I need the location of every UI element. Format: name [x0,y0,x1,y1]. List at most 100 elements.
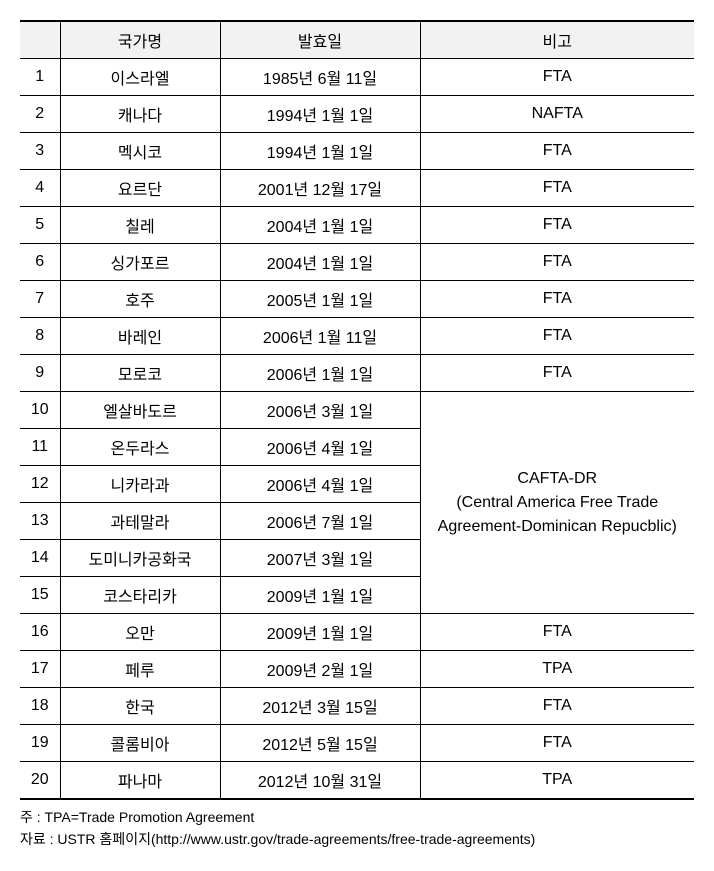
cell-date: 1985년 6월 11일 [220,59,420,96]
cell-idx: 6 [20,244,60,281]
cell-date: 2009년 1월 1일 [220,577,420,614]
cell-note: FTA [420,207,694,244]
cell-country: 온두라스 [60,429,220,466]
cell-idx: 1 [20,59,60,96]
table-row: 5칠레2004년 1월 1일FTA [20,207,694,244]
cell-date: 2012년 5월 15일 [220,725,420,762]
table-row: 20파나마2012년 10월 31일TPA [20,762,694,800]
merged-note-line: (Central America Free Trade [425,491,691,515]
cell-note: FTA [420,688,694,725]
cell-idx: 20 [20,762,60,800]
cell-note: TPA [420,651,694,688]
cell-date: 2006년 7월 1일 [220,503,420,540]
cell-country: 오만 [60,614,220,651]
cell-date: 2006년 3월 1일 [220,392,420,429]
footnotes: 주 : TPA=Trade Promotion Agreement 자료 : U… [20,806,694,851]
cell-idx: 2 [20,96,60,133]
cell-country: 한국 [60,688,220,725]
table-row: 3멕시코1994년 1월 1일FTA [20,133,694,170]
cell-idx: 3 [20,133,60,170]
footnote-tpa: 주 : TPA=Trade Promotion Agreement [20,806,694,828]
cell-note: FTA [420,725,694,762]
table-row: 4요르단2001년 12월 17일FTA [20,170,694,207]
table-row: 6싱가포르2004년 1월 1일FTA [20,244,694,281]
cell-idx: 7 [20,281,60,318]
cell-idx: 10 [20,392,60,429]
merged-note-line: Agreement-Dominican Repucblic) [425,515,691,539]
cell-note: NAFTA [420,96,694,133]
cell-country: 코스타리카 [60,577,220,614]
cell-date: 1994년 1월 1일 [220,133,420,170]
table-row: 1이스라엘1985년 6월 11일FTA [20,59,694,96]
cell-date: 2007년 3월 1일 [220,540,420,577]
cell-note: FTA [420,170,694,207]
table-row: 19콜롬비아2012년 5월 15일FTA [20,725,694,762]
cell-idx: 9 [20,355,60,392]
cell-date: 2005년 1월 1일 [220,281,420,318]
table-row: 18한국2012년 3월 15일FTA [20,688,694,725]
footnote-source: 자료 : USTR 홈페이지(http://www.ustr.gov/trade… [20,828,694,850]
cell-country: 콜롬비아 [60,725,220,762]
cell-note: FTA [420,133,694,170]
cell-country: 도미니카공화국 [60,540,220,577]
cell-country: 모로코 [60,355,220,392]
cell-country: 이스라엘 [60,59,220,96]
cell-note: FTA [420,281,694,318]
cell-idx: 17 [20,651,60,688]
cell-date: 2006년 1월 11일 [220,318,420,355]
cell-date: 2006년 1월 1일 [220,355,420,392]
cell-idx: 11 [20,429,60,466]
table-row: 17페루2009년 2월 1일TPA [20,651,694,688]
cell-date: 2006년 4월 1일 [220,429,420,466]
cell-idx: 4 [20,170,60,207]
table-header-row: 국가명 발효일 비고 [20,21,694,59]
cell-note: FTA [420,614,694,651]
cell-idx: 19 [20,725,60,762]
cell-country: 니카라과 [60,466,220,503]
cell-country: 엘살바도르 [60,392,220,429]
cell-country: 바레인 [60,318,220,355]
cell-country: 파나마 [60,762,220,800]
cell-note: TPA [420,762,694,800]
cell-date: 2006년 4월 1일 [220,466,420,503]
cell-date: 2009년 1월 1일 [220,614,420,651]
cell-idx: 14 [20,540,60,577]
header-country: 국가명 [60,21,220,59]
cell-note-merged: CAFTA-DR(Central America Free TradeAgree… [420,392,694,614]
cell-note: FTA [420,244,694,281]
cell-date: 2009년 2월 1일 [220,651,420,688]
header-date: 발효일 [220,21,420,59]
cell-country: 캐나다 [60,96,220,133]
table-body: 1이스라엘1985년 6월 11일FTA2캐나다1994년 1월 1일NAFTA… [20,59,694,800]
table-row: 8바레인2006년 1월 11일FTA [20,318,694,355]
cell-idx: 5 [20,207,60,244]
cell-date: 1994년 1월 1일 [220,96,420,133]
cell-idx: 16 [20,614,60,651]
cell-date: 2004년 1월 1일 [220,244,420,281]
table-row: 9모로코2006년 1월 1일FTA [20,355,694,392]
cell-idx: 18 [20,688,60,725]
cell-date: 2012년 10월 31일 [220,762,420,800]
cell-note: FTA [420,318,694,355]
table-row: 7호주2005년 1월 1일FTA [20,281,694,318]
table-row: 16오만2009년 1월 1일FTA [20,614,694,651]
cell-idx: 8 [20,318,60,355]
merged-note-line: CAFTA-DR [425,467,691,491]
cell-country: 싱가포르 [60,244,220,281]
cell-idx: 13 [20,503,60,540]
cell-country: 칠레 [60,207,220,244]
fta-table: 국가명 발효일 비고 1이스라엘1985년 6월 11일FTA2캐나다1994년… [20,20,694,800]
cell-note: FTA [420,355,694,392]
cell-country: 요르단 [60,170,220,207]
cell-country: 호주 [60,281,220,318]
cell-date: 2004년 1월 1일 [220,207,420,244]
header-idx [20,21,60,59]
cell-country: 멕시코 [60,133,220,170]
cell-date: 2012년 3월 15일 [220,688,420,725]
header-note: 비고 [420,21,694,59]
cell-idx: 12 [20,466,60,503]
cell-note: FTA [420,59,694,96]
cell-country: 과테말라 [60,503,220,540]
cell-idx: 15 [20,577,60,614]
cell-country: 페루 [60,651,220,688]
